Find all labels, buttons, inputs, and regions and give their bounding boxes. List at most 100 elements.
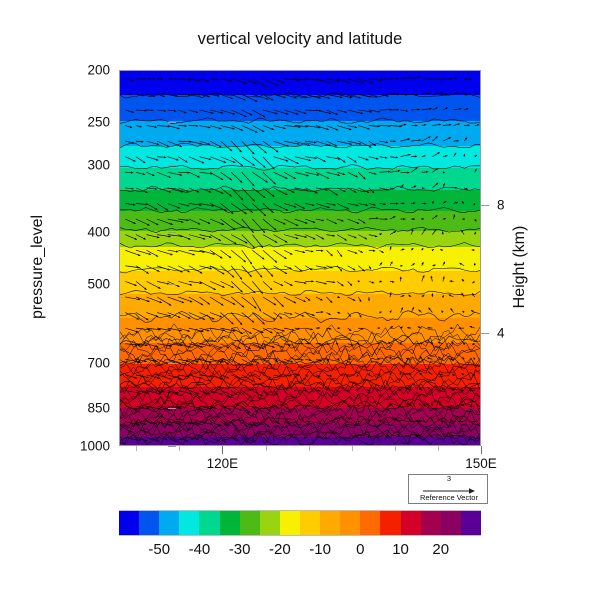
wind-vector [178, 296, 193, 303]
wind-vector [220, 218, 236, 231]
wind-vector [411, 108, 421, 111]
wind-vector [451, 341, 454, 344]
wind-vector [241, 250, 253, 265]
wind-vector [231, 436, 238, 442]
wind-vector [294, 281, 307, 284]
wind-vector [347, 312, 351, 318]
wind-vector [283, 203, 297, 208]
colorbar-swatch [299, 511, 321, 535]
wind-vector [220, 296, 236, 305]
wind-vector [294, 265, 303, 272]
wind-vector [167, 374, 182, 380]
wind-vector [125, 203, 136, 206]
contour-line [120, 390, 480, 411]
left-axis-title: pressure_level [29, 214, 46, 320]
wind-vector [135, 296, 150, 302]
wind-vector [283, 187, 295, 193]
wind-vector [453, 107, 462, 111]
wind-vector [449, 418, 454, 422]
wind-vector [430, 435, 433, 439]
wind-vector [252, 281, 263, 294]
wind-vector [262, 296, 277, 306]
wind-vector [262, 421, 270, 428]
wind-vector [167, 390, 179, 395]
wind-vector [419, 355, 423, 360]
wind-vector [389, 125, 403, 128]
wind-vector [156, 203, 169, 211]
wind-vector [262, 140, 279, 153]
wind-vector [273, 78, 285, 84]
wind-vector [231, 78, 247, 84]
wind-vector [347, 187, 357, 193]
colorbar-labels: -50 -40 -30 -20 -10 0 10 20 [119, 541, 481, 567]
wind-vector [400, 326, 403, 329]
wind-vector [389, 216, 396, 220]
wind-vector [337, 140, 353, 145]
wind-vector [167, 405, 183, 409]
wind-vector [368, 281, 375, 284]
wind-vector [252, 421, 257, 427]
wind-vector [283, 171, 297, 180]
wind-vector [283, 421, 290, 424]
wind-vector [461, 229, 465, 235]
wind-vector [293, 435, 297, 439]
wind-vector [367, 419, 371, 423]
contour-line [120, 425, 480, 445]
colorbar-tick-label: 20 [432, 541, 450, 558]
wind-vector [432, 215, 438, 220]
wind-vector [315, 156, 327, 163]
wind-vector [368, 187, 375, 194]
colorbar-swatch [179, 511, 200, 535]
wind-vector [209, 125, 222, 130]
wind-vector [315, 311, 324, 314]
wind-vector [379, 170, 391, 173]
wind-vector [347, 171, 358, 178]
wind-vector [398, 404, 402, 407]
wind-vector [400, 307, 404, 313]
wind-vector [146, 234, 160, 239]
wind-vector [368, 234, 378, 238]
wind-vector [326, 125, 339, 131]
colorbar-tick-label: -10 [309, 541, 331, 558]
wind-vector [337, 78, 351, 83]
wind-vector [135, 218, 150, 226]
wind-vector [379, 78, 390, 81]
wind-vector [146, 218, 159, 226]
wind-vector [273, 125, 286, 130]
wind-vector [220, 109, 236, 115]
wind-vector [220, 343, 230, 349]
left-axis-tick-label: 200 [87, 62, 110, 78]
wind-vector [294, 358, 304, 361]
wind-vector [453, 92, 458, 95]
wind-vector [305, 94, 322, 99]
wind-vector [146, 249, 159, 257]
wind-vector [188, 343, 204, 348]
wind-vector [252, 78, 267, 87]
left-axis-tick-label: 1000 [79, 438, 110, 454]
wind-vector [157, 421, 172, 426]
wind-vector [470, 309, 475, 313]
wind-vector [167, 296, 185, 304]
wind-vector [125, 405, 138, 411]
colorbar-swatch [279, 511, 300, 535]
wind-vector [241, 78, 258, 84]
wind-vector [178, 436, 189, 442]
wind-vector [460, 373, 465, 376]
wind-vector [262, 343, 275, 348]
wind-vector [440, 420, 444, 423]
x-axis-tick-label: 120E [206, 456, 239, 471]
wind-vector [209, 312, 223, 318]
wind-vector [294, 171, 310, 177]
wind-vector [188, 171, 200, 178]
wind-vector [125, 125, 133, 129]
wind-vector [262, 94, 274, 101]
wind-vector [408, 417, 412, 422]
wind-vector [231, 94, 246, 101]
wind-vector [125, 390, 141, 394]
wind-vector [294, 94, 308, 98]
wind-vector [262, 390, 269, 396]
wind-vector [432, 92, 444, 95]
wind-vector [421, 92, 431, 95]
wind-vector [358, 203, 369, 206]
